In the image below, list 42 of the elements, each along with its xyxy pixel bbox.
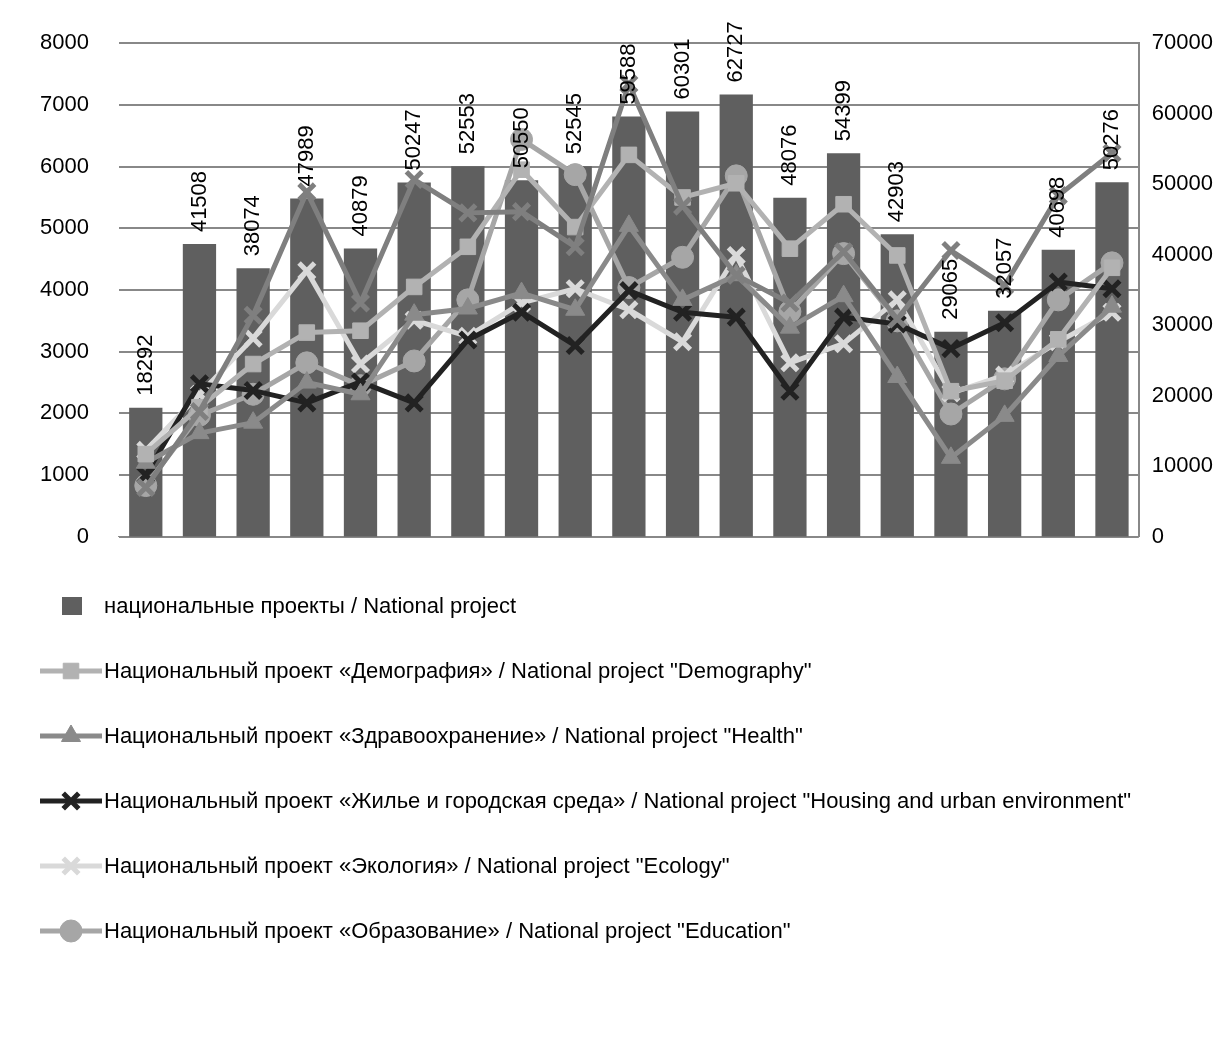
y-tick-label: 1000	[39, 461, 89, 487]
y-tick-label: 3000	[39, 337, 89, 363]
data-label: 40879	[346, 175, 372, 237]
legend-label: Национальный проект «Здравоохранение» / National project "Health"	[104, 722, 803, 749]
data-label: 50247	[400, 109, 426, 171]
data-label: 32057	[990, 237, 1016, 299]
y-tick-label: 6000	[39, 152, 89, 178]
data-label: 42903	[883, 161, 909, 223]
data-label: 62727	[722, 21, 748, 83]
legend-label: Национальный проект «Экология» / National project "Ecology"	[104, 852, 730, 879]
legend-label: национальные проекты / National project	[104, 592, 517, 619]
y-tick-label: 5000	[39, 214, 89, 240]
legend-label: Национальный проект «Образование» / National project "Education"	[104, 917, 791, 944]
y2-tick-label: 30000	[1151, 311, 1214, 337]
y2-tick-label: 10000	[1151, 452, 1214, 478]
data-label: 41508	[185, 170, 211, 233]
data-label: 48076	[775, 124, 801, 186]
y-tick-label: 2000	[39, 399, 89, 425]
legend-label: Национальный проект «Жилье и городская среда» / National project "Housing and urban environment"	[104, 787, 1132, 814]
y2-tick-label: 70000	[1151, 29, 1214, 55]
y2-tick-label: 50000	[1151, 170, 1214, 196]
data-label: 38074	[239, 195, 265, 257]
y-tick-label: 0	[76, 522, 89, 548]
y2-tick-label: 0	[1151, 522, 1165, 548]
data-label: 54399	[829, 80, 855, 142]
data-label: 29065	[937, 258, 963, 320]
data-label: 50276	[1098, 109, 1124, 171]
y2-tick-label: 20000	[1151, 381, 1214, 407]
data-label: 18292	[131, 334, 157, 396]
data-label: 60301	[668, 38, 694, 100]
y-tick-label: 4000	[39, 276, 89, 302]
y2-tick-label: 40000	[1151, 240, 1214, 266]
y2-tick-label: 60000	[1151, 99, 1214, 125]
legend-label: Национальный проект «Демография» / National project "Demography"	[104, 657, 812, 684]
data-label: 40698	[1044, 176, 1070, 238]
y-tick-label: 7000	[39, 90, 89, 116]
data-label: 52553	[453, 93, 479, 155]
data-label: 52545	[561, 93, 587, 155]
y-tick-label: 8000	[39, 29, 89, 55]
data-label: 59588	[614, 43, 640, 105]
data-label: 50550	[507, 107, 533, 169]
data-label: 47989	[292, 125, 318, 187]
